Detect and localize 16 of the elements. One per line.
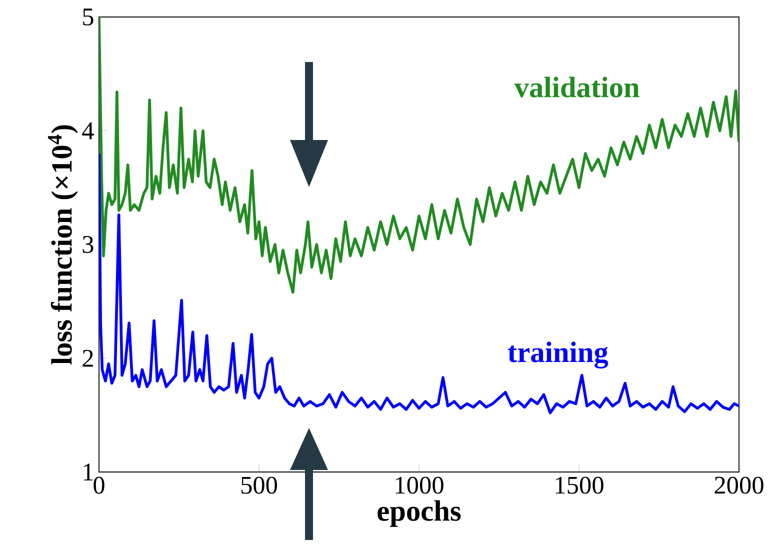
line-series <box>99 152 739 414</box>
x-tick-label: 500 <box>241 476 278 494</box>
line-series <box>99 16 739 294</box>
x-tick-label: 1500 <box>556 476 604 494</box>
y-tick-label: 4 <box>82 122 94 140</box>
x-tick-label: 1000 <box>396 476 444 494</box>
y-tick-label: 3 <box>82 236 94 254</box>
y-tick-label: 2 <box>82 350 93 367</box>
x-tick-label: 2000 <box>714 476 764 494</box>
y-axis-title: loss function (×10$^{4}$) <box>48 125 78 364</box>
series-label: validation <box>514 76 640 98</box>
y-tick-label: 1 <box>84 464 93 480</box>
series-label: training <box>508 342 608 368</box>
x-axis-title: epochs <box>378 500 461 527</box>
x-tick-label: 0 <box>94 476 104 494</box>
y-tick-label: 5 <box>83 8 94 26</box>
